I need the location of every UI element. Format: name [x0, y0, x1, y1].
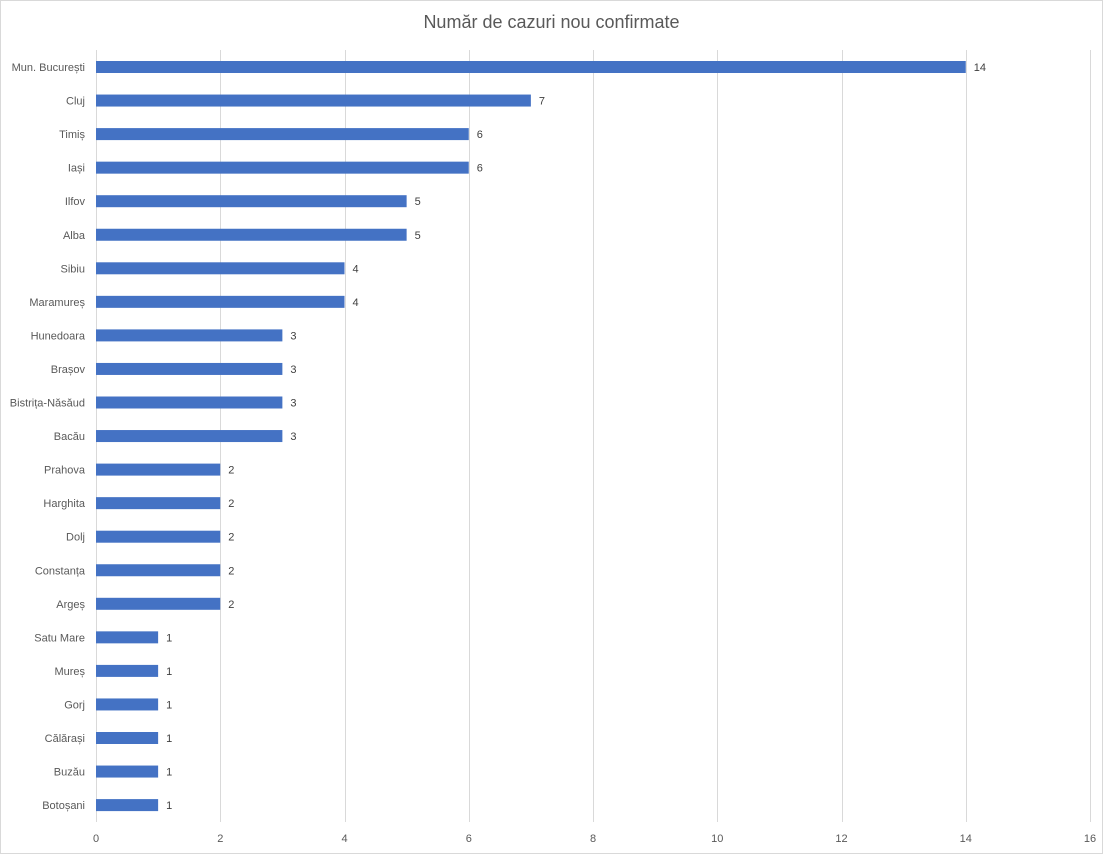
data-label: 3: [290, 398, 296, 410]
bar: [96, 631, 159, 644]
category-label: Botoșani: [42, 800, 85, 812]
data-labels: 14 7 6 6 5 5 4 4 3 3 3 3 2 2 2 2 2 1 1 1 1 1 1: [166, 62, 986, 812]
bar: [96, 463, 221, 476]
category-label: Ilfov: [65, 196, 86, 208]
data-label: 3: [290, 364, 296, 376]
data-label: 1: [166, 632, 172, 644]
bar: [96, 430, 283, 443]
category-label: Timiș: [59, 129, 85, 141]
x-tick-label: 2: [217, 833, 223, 845]
bar: [96, 698, 159, 711]
category-labels: Mun. București Cluj Timiș Iași Ilfov Alba Sibi…: [10, 62, 86, 812]
data-label: 1: [166, 800, 172, 812]
x-tick-label: 16: [1084, 833, 1096, 845]
category-label: Argeș: [56, 599, 85, 611]
category-label: Cluj: [66, 96, 85, 108]
bar: [96, 94, 531, 107]
category-label: Alba: [63, 230, 86, 242]
category-label: Satu Mare: [34, 632, 85, 644]
data-label: 2: [228, 599, 234, 611]
data-label: 2: [228, 465, 234, 477]
category-label: Bacău: [54, 431, 85, 443]
category-label: Sibiu: [61, 263, 85, 275]
bar: [96, 564, 221, 577]
x-tick-label: 8: [590, 833, 596, 845]
data-label: 5: [415, 230, 421, 242]
data-label: 7: [539, 96, 545, 108]
bar: [96, 362, 283, 375]
category-label: Harghita: [43, 498, 85, 510]
x-tick-label: 10: [711, 833, 723, 845]
bar: [96, 799, 159, 812]
bar: [96, 732, 159, 744]
data-label: 3: [290, 330, 296, 342]
data-label: 1: [166, 767, 172, 779]
category-label: Iași: [68, 163, 85, 175]
bar: [96, 61, 966, 73]
bar: [96, 497, 221, 510]
category-label: Mureș: [54, 666, 85, 678]
grid-lines: [96, 50, 1091, 822]
bar: [96, 128, 469, 141]
data-label: 3: [290, 431, 296, 443]
bar: [96, 396, 283, 409]
bar: [96, 530, 221, 543]
bar: [96, 295, 345, 308]
data-label: 2: [228, 498, 234, 510]
data-label: 2: [228, 565, 234, 577]
bar: [96, 262, 345, 275]
category-label: Dolj: [66, 532, 85, 544]
x-axis-tick-labels: 0 2 4 6 8 10 12 14 16: [93, 833, 1096, 845]
bars: [96, 61, 966, 812]
data-label: 6: [477, 163, 483, 175]
data-label: 4: [353, 263, 359, 275]
data-label: 1: [166, 666, 172, 678]
bar: [96, 195, 407, 208]
bar: [96, 597, 221, 610]
category-label: Bistrița-Năsăud: [10, 398, 85, 410]
category-label: Maramureș: [29, 297, 85, 309]
category-label: Mun. București: [12, 62, 85, 74]
bar: [96, 329, 283, 342]
data-label: 4: [353, 297, 359, 309]
category-label: Călărași: [45, 733, 85, 745]
data-label: 6: [477, 129, 483, 141]
category-label: Constanța: [35, 565, 86, 577]
x-tick-label: 0: [93, 833, 99, 845]
chart-title: Număr de cazuri nou confirmate: [423, 12, 680, 32]
x-tick-label: 14: [960, 833, 972, 845]
data-label: 2: [228, 532, 234, 544]
category-label: Prahova: [44, 465, 86, 477]
data-label: 1: [166, 699, 172, 711]
data-label: 14: [974, 62, 986, 74]
bar: [96, 765, 159, 778]
category-label: Gorj: [64, 699, 85, 711]
category-label: Brașov: [51, 364, 86, 376]
bar: [96, 664, 159, 677]
x-tick-label: 12: [835, 833, 847, 845]
x-tick-label: 4: [341, 833, 347, 845]
data-label: 1: [166, 733, 172, 745]
data-label: 5: [415, 196, 421, 208]
x-tick-label: 6: [466, 833, 472, 845]
category-label: Hunedoara: [31, 330, 86, 342]
bar: [96, 161, 469, 174]
bar: [96, 228, 407, 241]
category-label: Buzău: [54, 767, 85, 779]
